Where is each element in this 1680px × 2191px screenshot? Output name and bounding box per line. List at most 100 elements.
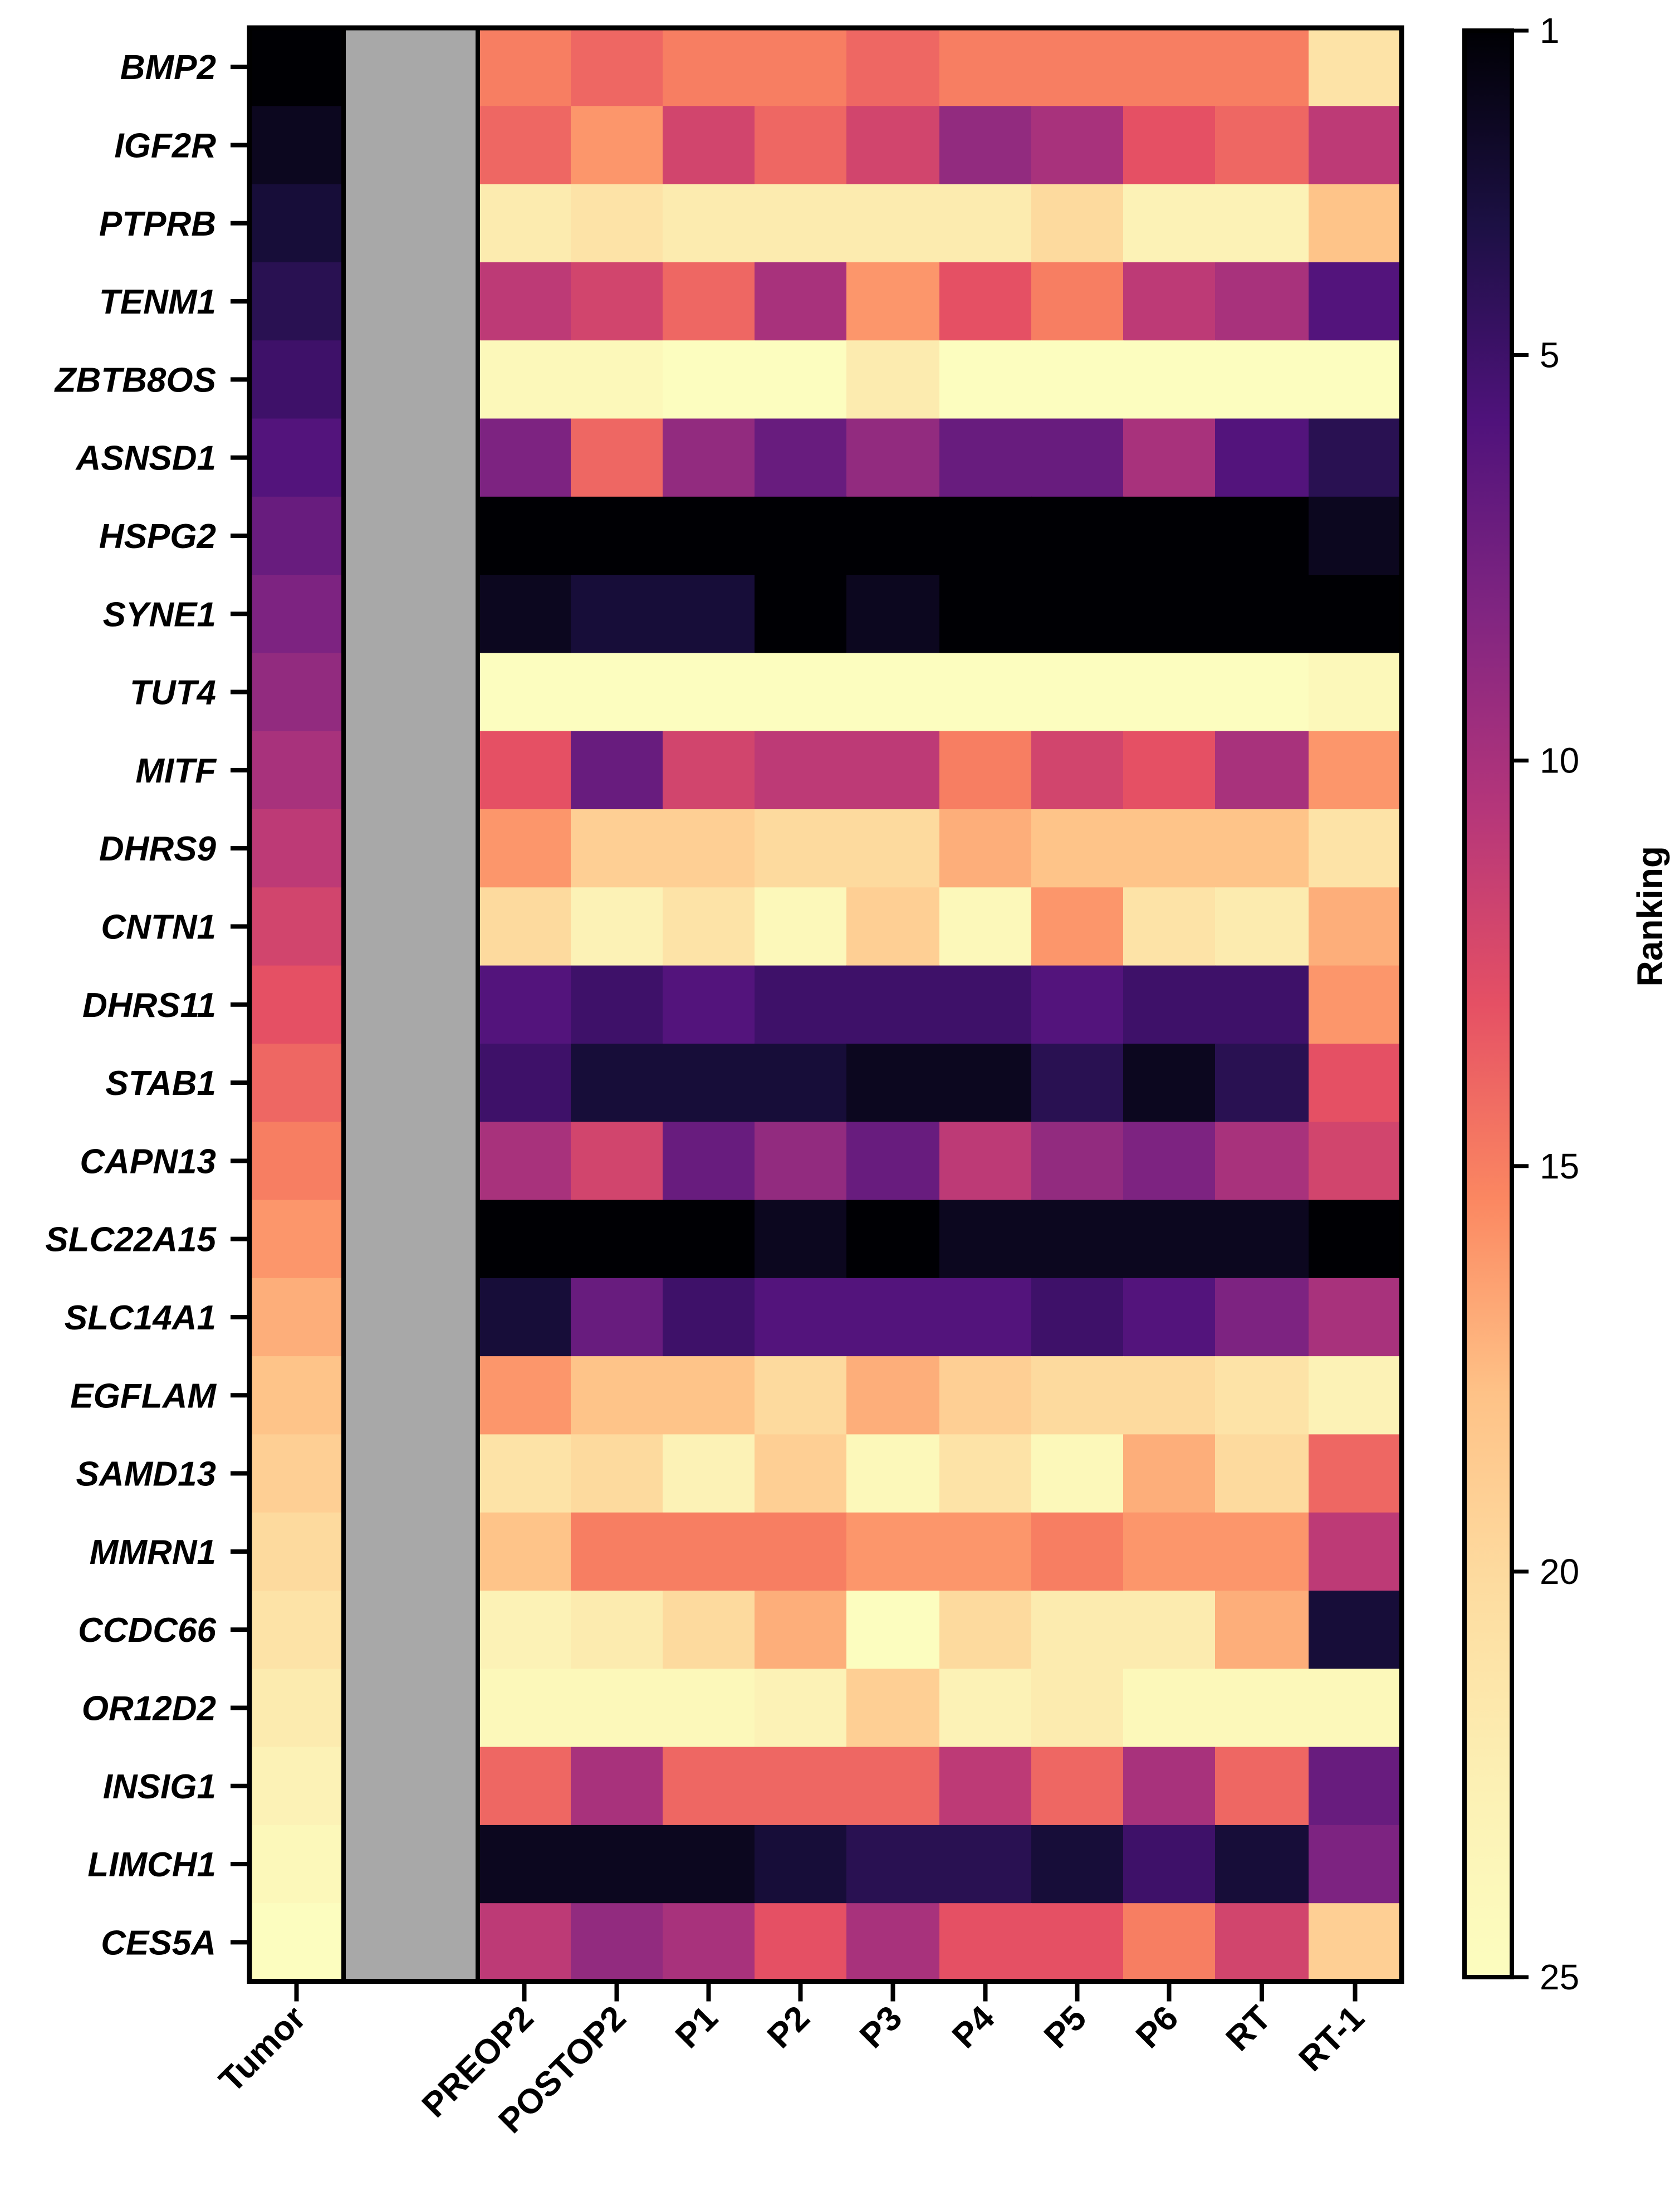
heatmap-cell <box>344 965 478 1044</box>
colorbar-tick-label: 20 <box>1540 1552 1579 1592</box>
heatmap-cell <box>1215 496 1309 575</box>
heatmap-cell <box>249 1591 344 1669</box>
heatmap-cell <box>663 575 755 653</box>
heatmap-cell <box>571 1356 663 1435</box>
heatmap-cell <box>1215 731 1309 810</box>
heatmap-cell <box>1215 106 1309 185</box>
heatmap-cell <box>663 731 755 810</box>
heatmap-cell <box>478 1669 571 1748</box>
heatmap-cell <box>1123 1043 1216 1122</box>
heatmap-cell <box>1215 1591 1309 1669</box>
heatmap-cell <box>1215 1278 1309 1357</box>
row-label: SAMD13 <box>76 1455 216 1494</box>
heatmap-cell <box>1309 809 1402 888</box>
heatmap-cell <box>249 1200 344 1279</box>
heatmap-cell <box>663 1434 755 1513</box>
heatmap-cell <box>478 1434 571 1513</box>
heatmap-cell <box>755 575 847 653</box>
heatmap-cell <box>663 418 755 497</box>
heatmap-cell <box>249 1903 344 1982</box>
heatmap-cell <box>755 184 847 263</box>
heatmap-cell <box>663 1043 755 1122</box>
heatmap-cell <box>1123 418 1216 497</box>
heatmap-cell <box>344 262 478 341</box>
heatmap-cell <box>249 887 344 966</box>
heatmap-cell <box>939 28 1032 106</box>
heatmap-cell <box>939 1903 1032 1982</box>
heatmap-cell <box>344 418 478 497</box>
heatmap-cell <box>1031 28 1124 106</box>
heatmap-cell <box>939 1043 1032 1122</box>
heatmap-cell <box>571 28 663 106</box>
column-label: P4 <box>945 1998 1002 2056</box>
heatmap-cell <box>846 1747 940 1826</box>
heatmap-cell <box>1215 262 1309 341</box>
heatmap-cell <box>755 1356 847 1435</box>
heatmap-cell <box>249 731 344 810</box>
heatmap-frame <box>247 25 1404 1984</box>
column-label: RT-1 <box>1292 1999 1372 2079</box>
heatmap-cell <box>344 1747 478 1826</box>
heatmap-cell <box>478 340 571 419</box>
row-label: HSPG2 <box>99 517 216 556</box>
heatmap-cell <box>344 1591 478 1669</box>
heatmap-cell <box>939 1591 1032 1669</box>
heatmap-cell <box>571 575 663 653</box>
heatmap-cell <box>663 1356 755 1435</box>
heatmap-cell <box>755 496 847 575</box>
heatmap-cell <box>846 1512 940 1591</box>
heatmap-cell <box>478 1591 571 1669</box>
heatmap-cell <box>571 1278 663 1357</box>
heatmap-cell <box>1031 262 1124 341</box>
heatmap-cell <box>1215 809 1309 888</box>
heatmap-cell <box>344 496 478 575</box>
heatmap-cell <box>1309 653 1402 732</box>
heatmap-cell <box>249 262 344 341</box>
heatmap-cell <box>1123 575 1216 653</box>
heatmap-cell <box>249 965 344 1044</box>
colorbar-tick-label: 25 <box>1540 1957 1579 1997</box>
heatmap-cell <box>939 340 1032 419</box>
heatmap-cell <box>344 1669 478 1748</box>
heatmap-cell <box>846 653 940 732</box>
heatmap-cell <box>846 340 940 419</box>
heatmap-cells <box>249 28 1402 1982</box>
heatmap-cell <box>571 653 663 732</box>
heatmap-cell <box>571 106 663 185</box>
heatmap-cell <box>939 575 1032 653</box>
heatmap-cell <box>1309 184 1402 263</box>
heatmap-cell <box>846 106 940 185</box>
row-label: DHRS9 <box>99 830 217 868</box>
heatmap-cell <box>1309 965 1402 1044</box>
heatmap-cell <box>663 262 755 341</box>
heatmap-cell <box>478 28 571 106</box>
heatmap-cell <box>1215 1825 1309 1904</box>
heatmap-cell <box>478 1825 571 1904</box>
heatmap-cell <box>1215 1122 1309 1201</box>
heatmap-cell <box>249 809 344 888</box>
heatmap-cell <box>344 1512 478 1591</box>
heatmap-cell <box>249 1512 344 1591</box>
heatmap-cell <box>663 1825 755 1904</box>
heatmap-cell <box>1031 1825 1124 1904</box>
heatmap-cell <box>663 1512 755 1591</box>
row-label: MMRN1 <box>90 1533 216 1572</box>
heatmap-cell <box>478 731 571 810</box>
heatmap-cell <box>249 340 344 419</box>
heatmap-cell <box>663 28 755 106</box>
heatmap-cell <box>663 1669 755 1748</box>
heatmap-cell <box>344 106 478 185</box>
heatmap-cell <box>1031 1903 1124 1982</box>
heatmap-cell <box>846 1043 940 1122</box>
heatmap-cell <box>571 262 663 341</box>
heatmap-cell <box>344 28 478 106</box>
heatmap-cell <box>846 1669 940 1748</box>
row-label: PTPRB <box>99 205 216 243</box>
heatmap-cell <box>755 28 847 106</box>
heatmap-cell <box>663 496 755 575</box>
heatmap-cell <box>344 887 478 966</box>
heatmap-cell <box>755 1278 847 1357</box>
heatmap-cell <box>1309 887 1402 966</box>
heatmap-cell <box>478 184 571 263</box>
